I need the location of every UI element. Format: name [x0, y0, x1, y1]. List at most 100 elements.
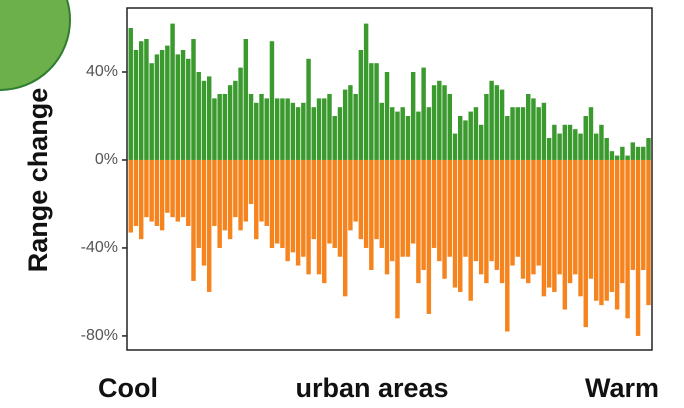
bar — [380, 103, 384, 160]
bar — [615, 160, 619, 310]
bar — [510, 160, 514, 266]
bar — [620, 160, 624, 283]
bar — [275, 98, 279, 160]
bar — [197, 160, 201, 248]
bar — [406, 160, 410, 257]
bar — [521, 107, 525, 160]
bar — [139, 160, 143, 239]
bar — [615, 156, 619, 160]
bar — [489, 81, 493, 160]
bar — [353, 160, 357, 222]
bar — [364, 160, 368, 248]
bar — [599, 125, 603, 160]
bar — [217, 94, 221, 160]
bar — [500, 160, 504, 283]
bar — [280, 160, 284, 248]
bar — [191, 160, 195, 281]
bar — [270, 41, 274, 160]
bar — [599, 160, 603, 305]
bar — [327, 94, 331, 160]
bar — [516, 160, 520, 257]
bar — [437, 81, 441, 160]
bar — [149, 63, 153, 160]
bar — [646, 160, 650, 305]
bar — [610, 160, 614, 292]
y-tick-label: -40% — [81, 239, 118, 256]
bar — [353, 94, 357, 160]
bar — [312, 107, 316, 160]
bar — [348, 85, 352, 160]
bar — [563, 160, 567, 310]
bar — [165, 160, 169, 213]
x-annotation: Cool — [98, 373, 158, 403]
bar — [186, 59, 190, 160]
bar — [291, 160, 295, 252]
bar — [338, 107, 342, 160]
bar — [155, 160, 159, 226]
bar — [421, 160, 425, 270]
bar — [641, 147, 645, 160]
bar — [531, 160, 535, 274]
bar — [610, 151, 614, 160]
bar — [296, 107, 300, 160]
bar — [202, 160, 206, 266]
bar — [442, 85, 446, 160]
bar — [244, 39, 248, 160]
bar — [374, 63, 378, 160]
bar — [625, 156, 629, 160]
bar — [604, 160, 608, 301]
bar — [275, 160, 279, 244]
bar — [270, 160, 274, 248]
bar — [369, 63, 373, 160]
bar — [578, 160, 582, 296]
bar — [510, 107, 514, 160]
bar — [432, 85, 436, 160]
bar — [468, 160, 472, 301]
bar — [149, 160, 153, 222]
bar — [134, 50, 138, 160]
bar — [573, 129, 577, 160]
bar — [421, 68, 425, 160]
bar — [479, 125, 483, 160]
bar — [463, 120, 467, 160]
bar — [500, 90, 504, 160]
bar — [411, 72, 415, 160]
bar — [458, 116, 462, 160]
bar — [285, 160, 289, 261]
bar — [322, 98, 326, 160]
bar — [594, 134, 598, 160]
bar — [474, 107, 478, 160]
bar — [129, 28, 133, 160]
bar — [505, 116, 509, 160]
bar — [563, 125, 567, 160]
bar — [207, 76, 211, 160]
bar — [176, 160, 180, 222]
bar — [636, 147, 640, 160]
bar — [468, 112, 472, 160]
bar — [285, 98, 289, 160]
bar — [301, 103, 305, 160]
bar — [165, 46, 169, 160]
bar — [437, 160, 441, 261]
bar — [390, 160, 394, 261]
bar — [474, 160, 478, 261]
bar — [348, 160, 352, 230]
bar — [526, 94, 530, 160]
bar — [207, 160, 211, 292]
bar — [160, 50, 164, 160]
bar — [170, 160, 174, 217]
bar — [144, 39, 148, 160]
bar — [223, 94, 227, 160]
bar — [390, 107, 394, 160]
bar — [343, 90, 347, 160]
bar — [364, 24, 368, 160]
bar — [176, 54, 180, 160]
bar — [395, 112, 399, 160]
bar — [625, 160, 629, 318]
bar — [238, 68, 242, 160]
bar — [458, 160, 462, 292]
bar — [427, 107, 431, 160]
bar — [631, 142, 635, 160]
bar — [181, 50, 185, 160]
bar — [170, 24, 174, 160]
